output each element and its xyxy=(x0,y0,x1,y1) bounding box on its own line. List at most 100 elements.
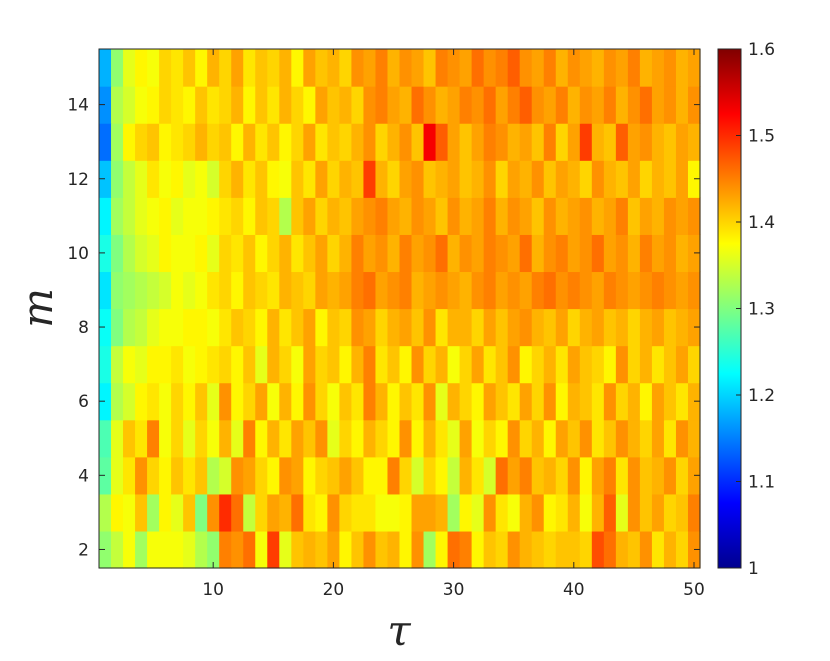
heatmap-cell xyxy=(255,234,268,273)
heatmap-cell xyxy=(591,308,605,347)
heatmap-cell xyxy=(315,160,328,198)
heatmap-cell xyxy=(519,197,533,235)
heatmap-cell xyxy=(591,197,605,235)
heatmap-cell xyxy=(243,271,256,310)
heatmap-cell xyxy=(255,493,268,532)
heatmap-cell xyxy=(531,382,545,421)
heatmap-cell xyxy=(195,271,208,310)
heatmap-cell xyxy=(639,234,653,273)
heatmap-cell xyxy=(387,49,401,87)
heatmap-cell xyxy=(675,530,689,569)
heatmap-cell xyxy=(159,197,172,235)
heatmap-cell xyxy=(111,123,124,161)
heatmap-cell xyxy=(255,49,268,87)
heatmap-cell xyxy=(663,49,677,87)
heatmap-cell xyxy=(243,49,256,87)
heatmap-cell xyxy=(279,271,292,310)
heatmap-cell xyxy=(387,234,401,273)
heatmap-cell xyxy=(663,308,677,347)
heatmap-cell xyxy=(195,123,208,161)
heatmap-cell xyxy=(675,197,689,235)
heatmap-cell xyxy=(603,382,617,421)
heatmap-cell xyxy=(171,308,184,347)
heatmap-cell xyxy=(219,382,232,421)
heatmap-cell xyxy=(351,419,365,458)
colorbar-tick-label: 1.5 xyxy=(748,127,775,147)
heatmap-cell xyxy=(639,308,653,347)
heatmap-cell xyxy=(195,493,208,532)
heatmap-cell xyxy=(279,123,292,161)
heatmap-cell xyxy=(183,308,196,347)
heatmap-cell xyxy=(447,197,461,235)
heatmap-cell xyxy=(231,86,244,124)
heatmap-cell xyxy=(495,271,509,310)
heatmap-cell xyxy=(327,197,340,235)
heatmap-cell xyxy=(231,456,244,495)
heatmap-cell xyxy=(435,160,449,198)
heatmap-cell xyxy=(375,49,389,87)
heatmap-cell xyxy=(495,308,509,347)
heatmap-cell xyxy=(399,86,413,124)
heatmap-cell xyxy=(579,49,593,87)
heatmap-cell xyxy=(315,234,328,273)
heatmap-cell xyxy=(219,493,232,532)
heatmap-cell xyxy=(411,382,425,421)
heatmap-cell xyxy=(303,530,316,569)
heatmap-cell xyxy=(639,419,653,458)
heatmap-cell xyxy=(387,308,401,347)
heatmap-cell xyxy=(279,530,292,569)
y-tick-label: 2 xyxy=(78,540,89,560)
heatmap-cell xyxy=(291,345,304,384)
heatmap-cell xyxy=(399,345,413,384)
heatmap-cell xyxy=(255,419,268,458)
heatmap-cell xyxy=(111,382,124,421)
heatmap-cell xyxy=(279,197,292,235)
heatmap-cell xyxy=(423,271,437,310)
heatmap-cell xyxy=(459,86,473,124)
heatmap-cell xyxy=(399,49,413,87)
heatmap-cell xyxy=(279,382,292,421)
heatmap-cell xyxy=(183,234,196,273)
heatmap-cell xyxy=(495,49,509,87)
heatmap-cell xyxy=(579,308,593,347)
heatmap-cell xyxy=(315,49,328,87)
heatmap-cell xyxy=(507,49,521,87)
heatmap-cell xyxy=(411,493,425,532)
heatmap-cell xyxy=(207,123,220,161)
heatmap-cell xyxy=(591,86,605,124)
heatmap-cell xyxy=(531,86,545,124)
heatmap-cell xyxy=(375,530,389,569)
heatmap-cell xyxy=(387,123,401,161)
heatmap-cell xyxy=(639,493,653,532)
heatmap-cell xyxy=(159,271,172,310)
heatmap-cell xyxy=(639,345,653,384)
heatmap-cell xyxy=(387,86,401,124)
heatmap-cell xyxy=(315,86,328,124)
heatmap-cell xyxy=(279,86,292,124)
heatmap-cell xyxy=(339,234,353,273)
x-tick-label: 30 xyxy=(443,580,465,600)
heatmap-cell xyxy=(423,308,437,347)
heatmap-cell xyxy=(207,345,220,384)
heatmap-cell xyxy=(243,382,256,421)
heatmap-cell xyxy=(99,530,112,569)
heatmap-cell xyxy=(579,271,593,310)
heatmap-cell xyxy=(207,419,220,458)
heatmap-cell xyxy=(123,197,136,235)
heatmap-cell xyxy=(483,49,497,87)
heatmap-cell xyxy=(135,86,148,124)
heatmap-cell xyxy=(591,49,605,87)
heatmap-cell xyxy=(435,382,449,421)
heatmap-cell xyxy=(459,382,473,421)
heatmap-cell xyxy=(99,160,112,198)
heatmap-cell xyxy=(483,456,497,495)
heatmap-cell xyxy=(591,530,605,569)
heatmap-cell xyxy=(219,197,232,235)
heatmap-cell xyxy=(159,123,172,161)
heatmap-cell xyxy=(627,234,641,273)
heatmap-cell xyxy=(303,345,316,384)
heatmap-cell xyxy=(447,493,461,532)
heatmap-cell xyxy=(627,308,641,347)
heatmap-cell xyxy=(219,86,232,124)
heatmap-cell xyxy=(267,271,280,310)
